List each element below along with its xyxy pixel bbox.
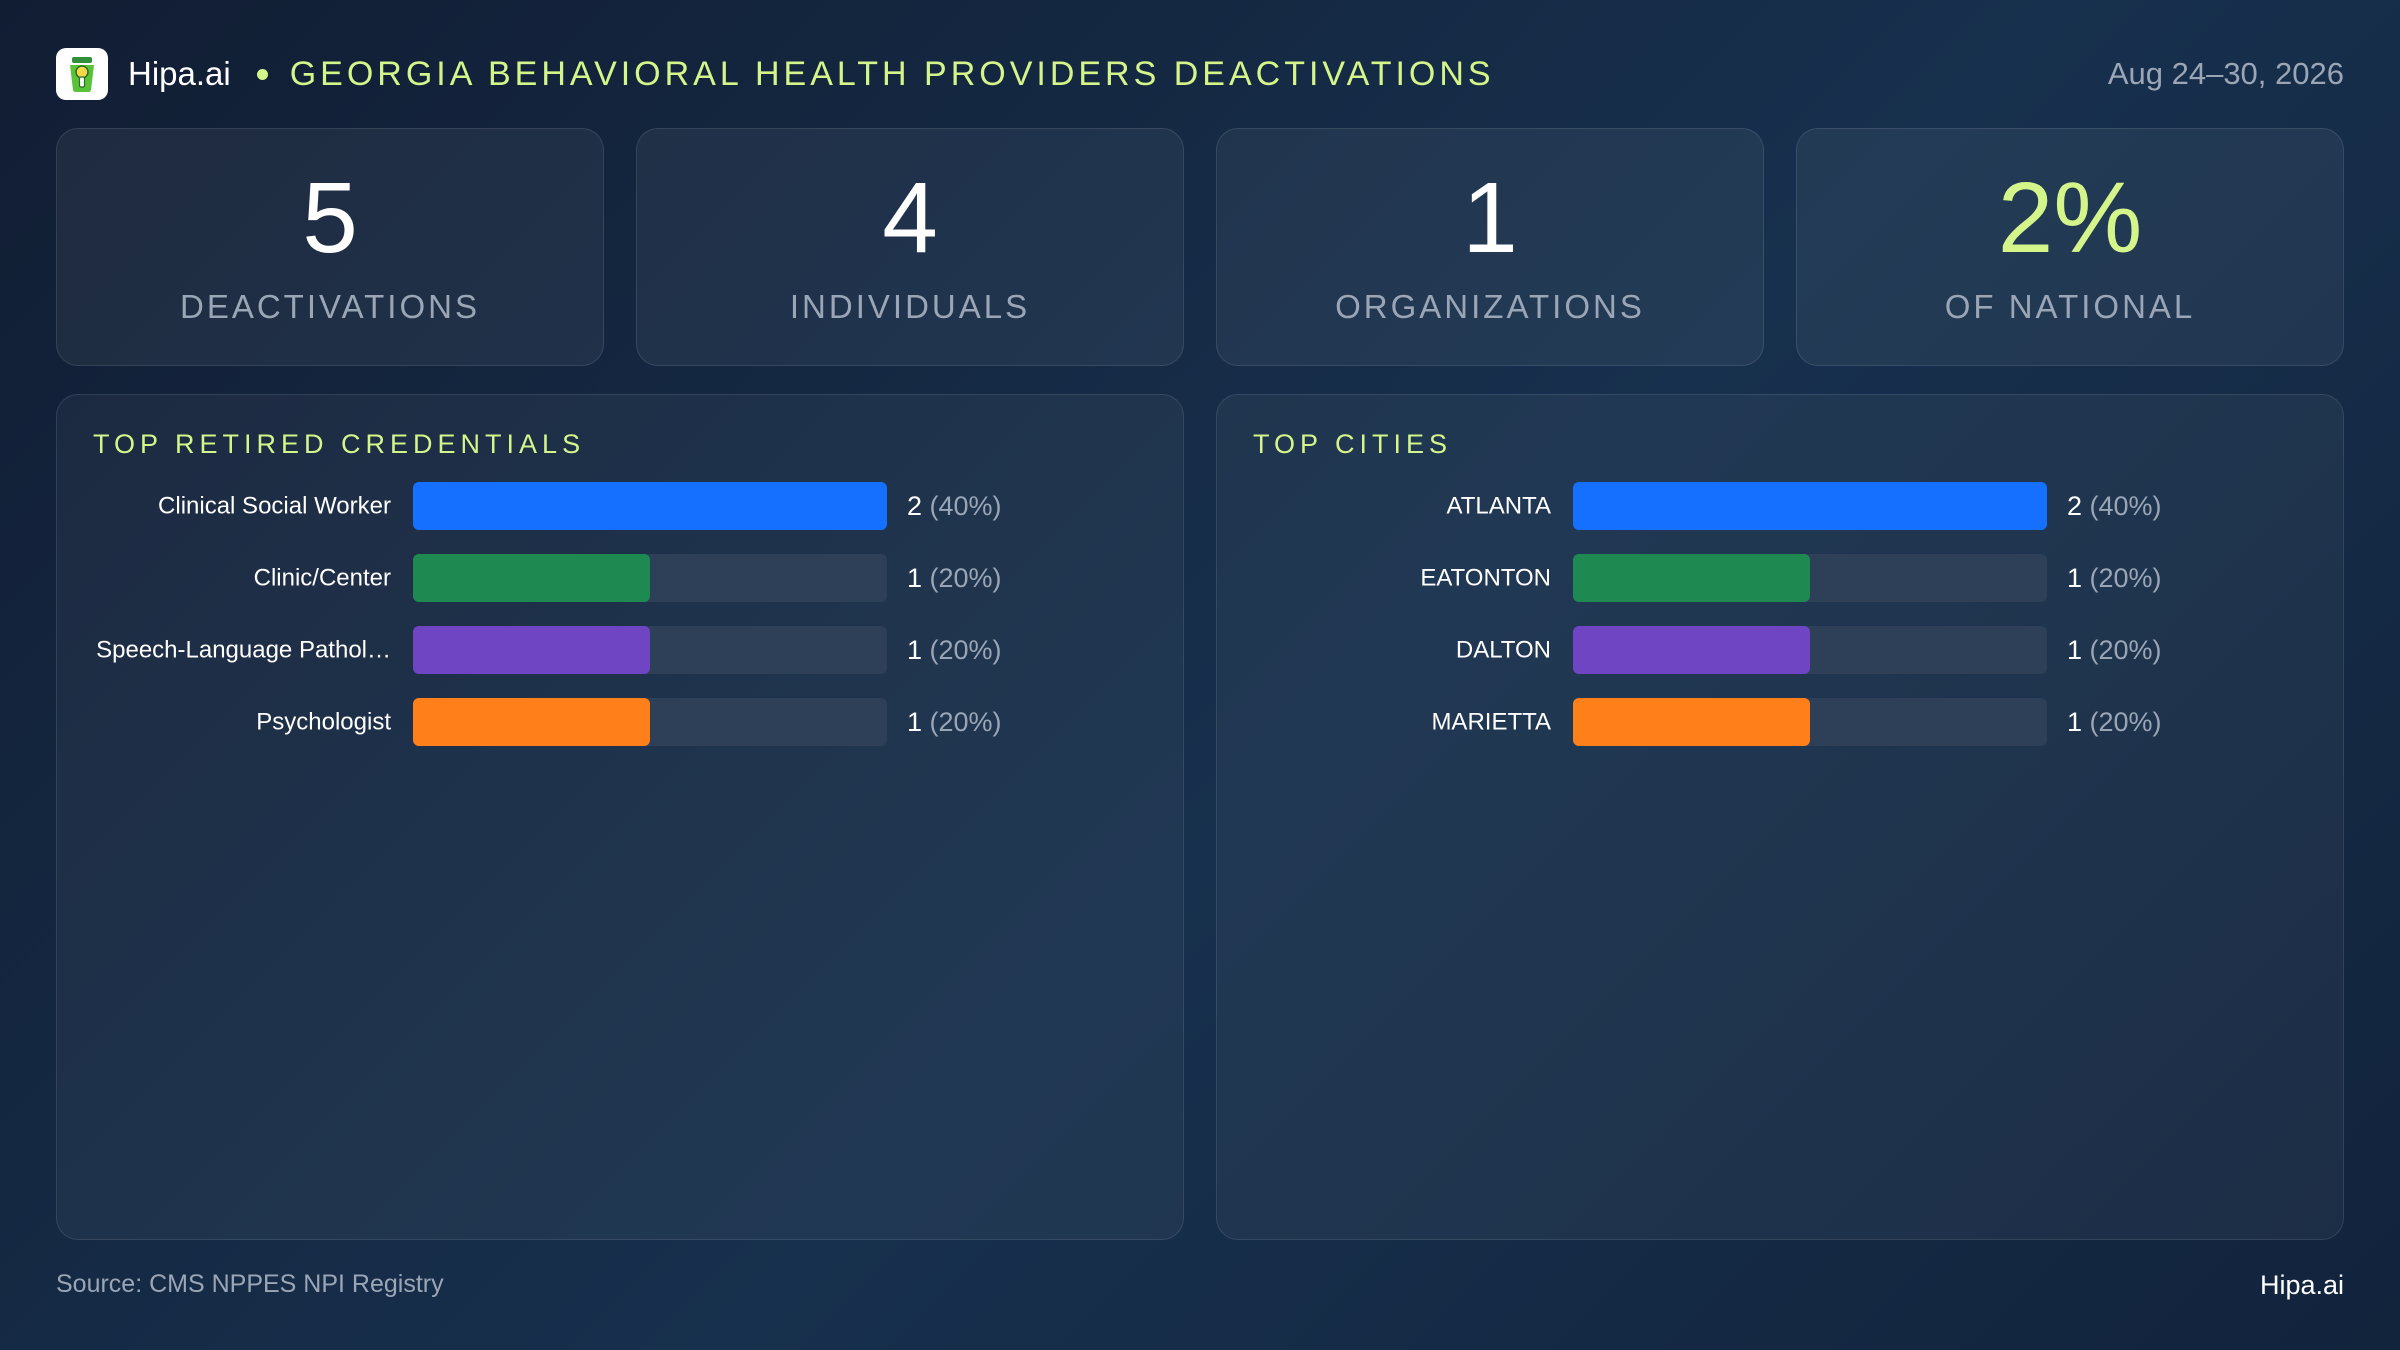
brand-name: Hipa.ai <box>128 55 231 92</box>
value-label: 1 (20%) <box>2067 707 2162 737</box>
kpi-value: 1 <box>1462 162 1518 274</box>
kpi-card-national-share: 2% OF NATIONAL <box>1796 128 2344 366</box>
value-percent: (20%) <box>2090 563 2162 593</box>
value-count: 1 <box>2067 563 2090 593</box>
value-count: 2 <box>907 491 930 521</box>
value-percent: (20%) <box>930 707 1002 737</box>
value-percent: (20%) <box>930 635 1002 665</box>
bar <box>413 482 887 530</box>
category-label: Clinic/Center <box>254 565 391 592</box>
cities-panel: TOP CITIES ATLANTA 2 (40%) EATONTON 1 (20%)… <box>1216 394 2344 1240</box>
panel-title: TOP CITIES <box>1253 429 1453 459</box>
bar <box>413 626 650 674</box>
footer-brand: Hipa.ai <box>2259 1270 2344 1300</box>
kpi-label: DEACTIVATIONS <box>180 288 480 325</box>
value-percent: (40%) <box>930 491 1002 521</box>
value-label: 1 (20%) <box>907 707 1002 737</box>
kpi-label: ORGANIZATIONS <box>1335 288 1645 325</box>
category-label: MARIETTA <box>1431 709 1551 736</box>
category-label: Speech-Language Pathol… <box>96 637 391 664</box>
kpi-row: 5 DEACTIVATIONS 4 INDIVIDUALS 1 ORGANIZA… <box>56 128 2344 366</box>
value-count: 1 <box>907 635 930 665</box>
value-percent: (20%) <box>2090 635 2162 665</box>
credentials-panel: TOP RETIRED CREDENTIALS Clinical Social … <box>56 394 1184 1240</box>
value-label: 1 (20%) <box>2067 635 2162 665</box>
category-label: DALTON <box>1456 637 1551 664</box>
separator-dot <box>256 68 268 80</box>
category-label: ATLANTA <box>1447 493 1551 520</box>
bar <box>1573 698 1810 746</box>
value-count: 2 <box>2067 491 2090 521</box>
cup-icon <box>70 57 94 92</box>
kpi-value: 2% <box>1997 162 2143 274</box>
value-count: 1 <box>2067 635 2090 665</box>
panel-title: TOP RETIRED CREDENTIALS <box>93 429 586 459</box>
credentials-bar-chart: Clinical Social Worker 2 (40%) Clinic/Cent… <box>96 482 1002 746</box>
date-range: Aug 24–30, 2026 <box>2107 56 2344 91</box>
value-label: 1 (20%) <box>907 635 1002 665</box>
kpi-card-deactivations: 5 DEACTIVATIONS <box>56 128 604 366</box>
page-title: GEORGIA BEHAVIORAL HEALTH PROVIDERS DEAC… <box>289 54 1495 93</box>
bar <box>413 554 650 602</box>
value-percent: (20%) <box>2090 707 2162 737</box>
bar <box>1573 626 1810 674</box>
header: Hipa.ai GEORGIA BEHAVIORAL HEALTH PROVID… <box>56 46 2344 102</box>
kpi-card-organizations: 1 ORGANIZATIONS <box>1216 128 1764 366</box>
bar <box>1573 482 2047 530</box>
value-count: 1 <box>2067 707 2090 737</box>
value-count: 1 <box>907 563 930 593</box>
value-label: 1 (20%) <box>907 563 1002 593</box>
chart-panels: TOP RETIRED CREDENTIALS Clinical Social … <box>56 394 2344 1240</box>
value-label: 2 (40%) <box>907 491 1002 521</box>
kpi-value: 5 <box>302 162 358 274</box>
value-percent: (20%) <box>930 563 1002 593</box>
value-count: 1 <box>907 707 930 737</box>
bar <box>1573 554 1810 602</box>
kpi-value: 4 <box>882 162 938 274</box>
value-percent: (40%) <box>2090 491 2162 521</box>
kpi-label: INDIVIDUALS <box>789 288 1031 325</box>
category-label: Clinical Social Worker <box>158 493 391 520</box>
app-logo <box>56 48 108 100</box>
value-label: 1 (20%) <box>2067 563 2162 593</box>
category-label: Psychologist <box>256 709 391 736</box>
kpi-card-individuals: 4 INDIVIDUALS <box>636 128 1184 366</box>
source-note: Source: CMS NPPES NPI Registry <box>56 1270 444 1298</box>
cities-bar-chart: ATLANTA 2 (40%) EATONTON 1 (20%) DALTON 1 (20… <box>1420 482 2162 746</box>
category-label: EATONTON <box>1420 565 1551 592</box>
kpi-label: OF NATIONAL <box>1944 288 2196 325</box>
bar <box>413 698 650 746</box>
value-label: 2 (40%) <box>2067 491 2162 521</box>
